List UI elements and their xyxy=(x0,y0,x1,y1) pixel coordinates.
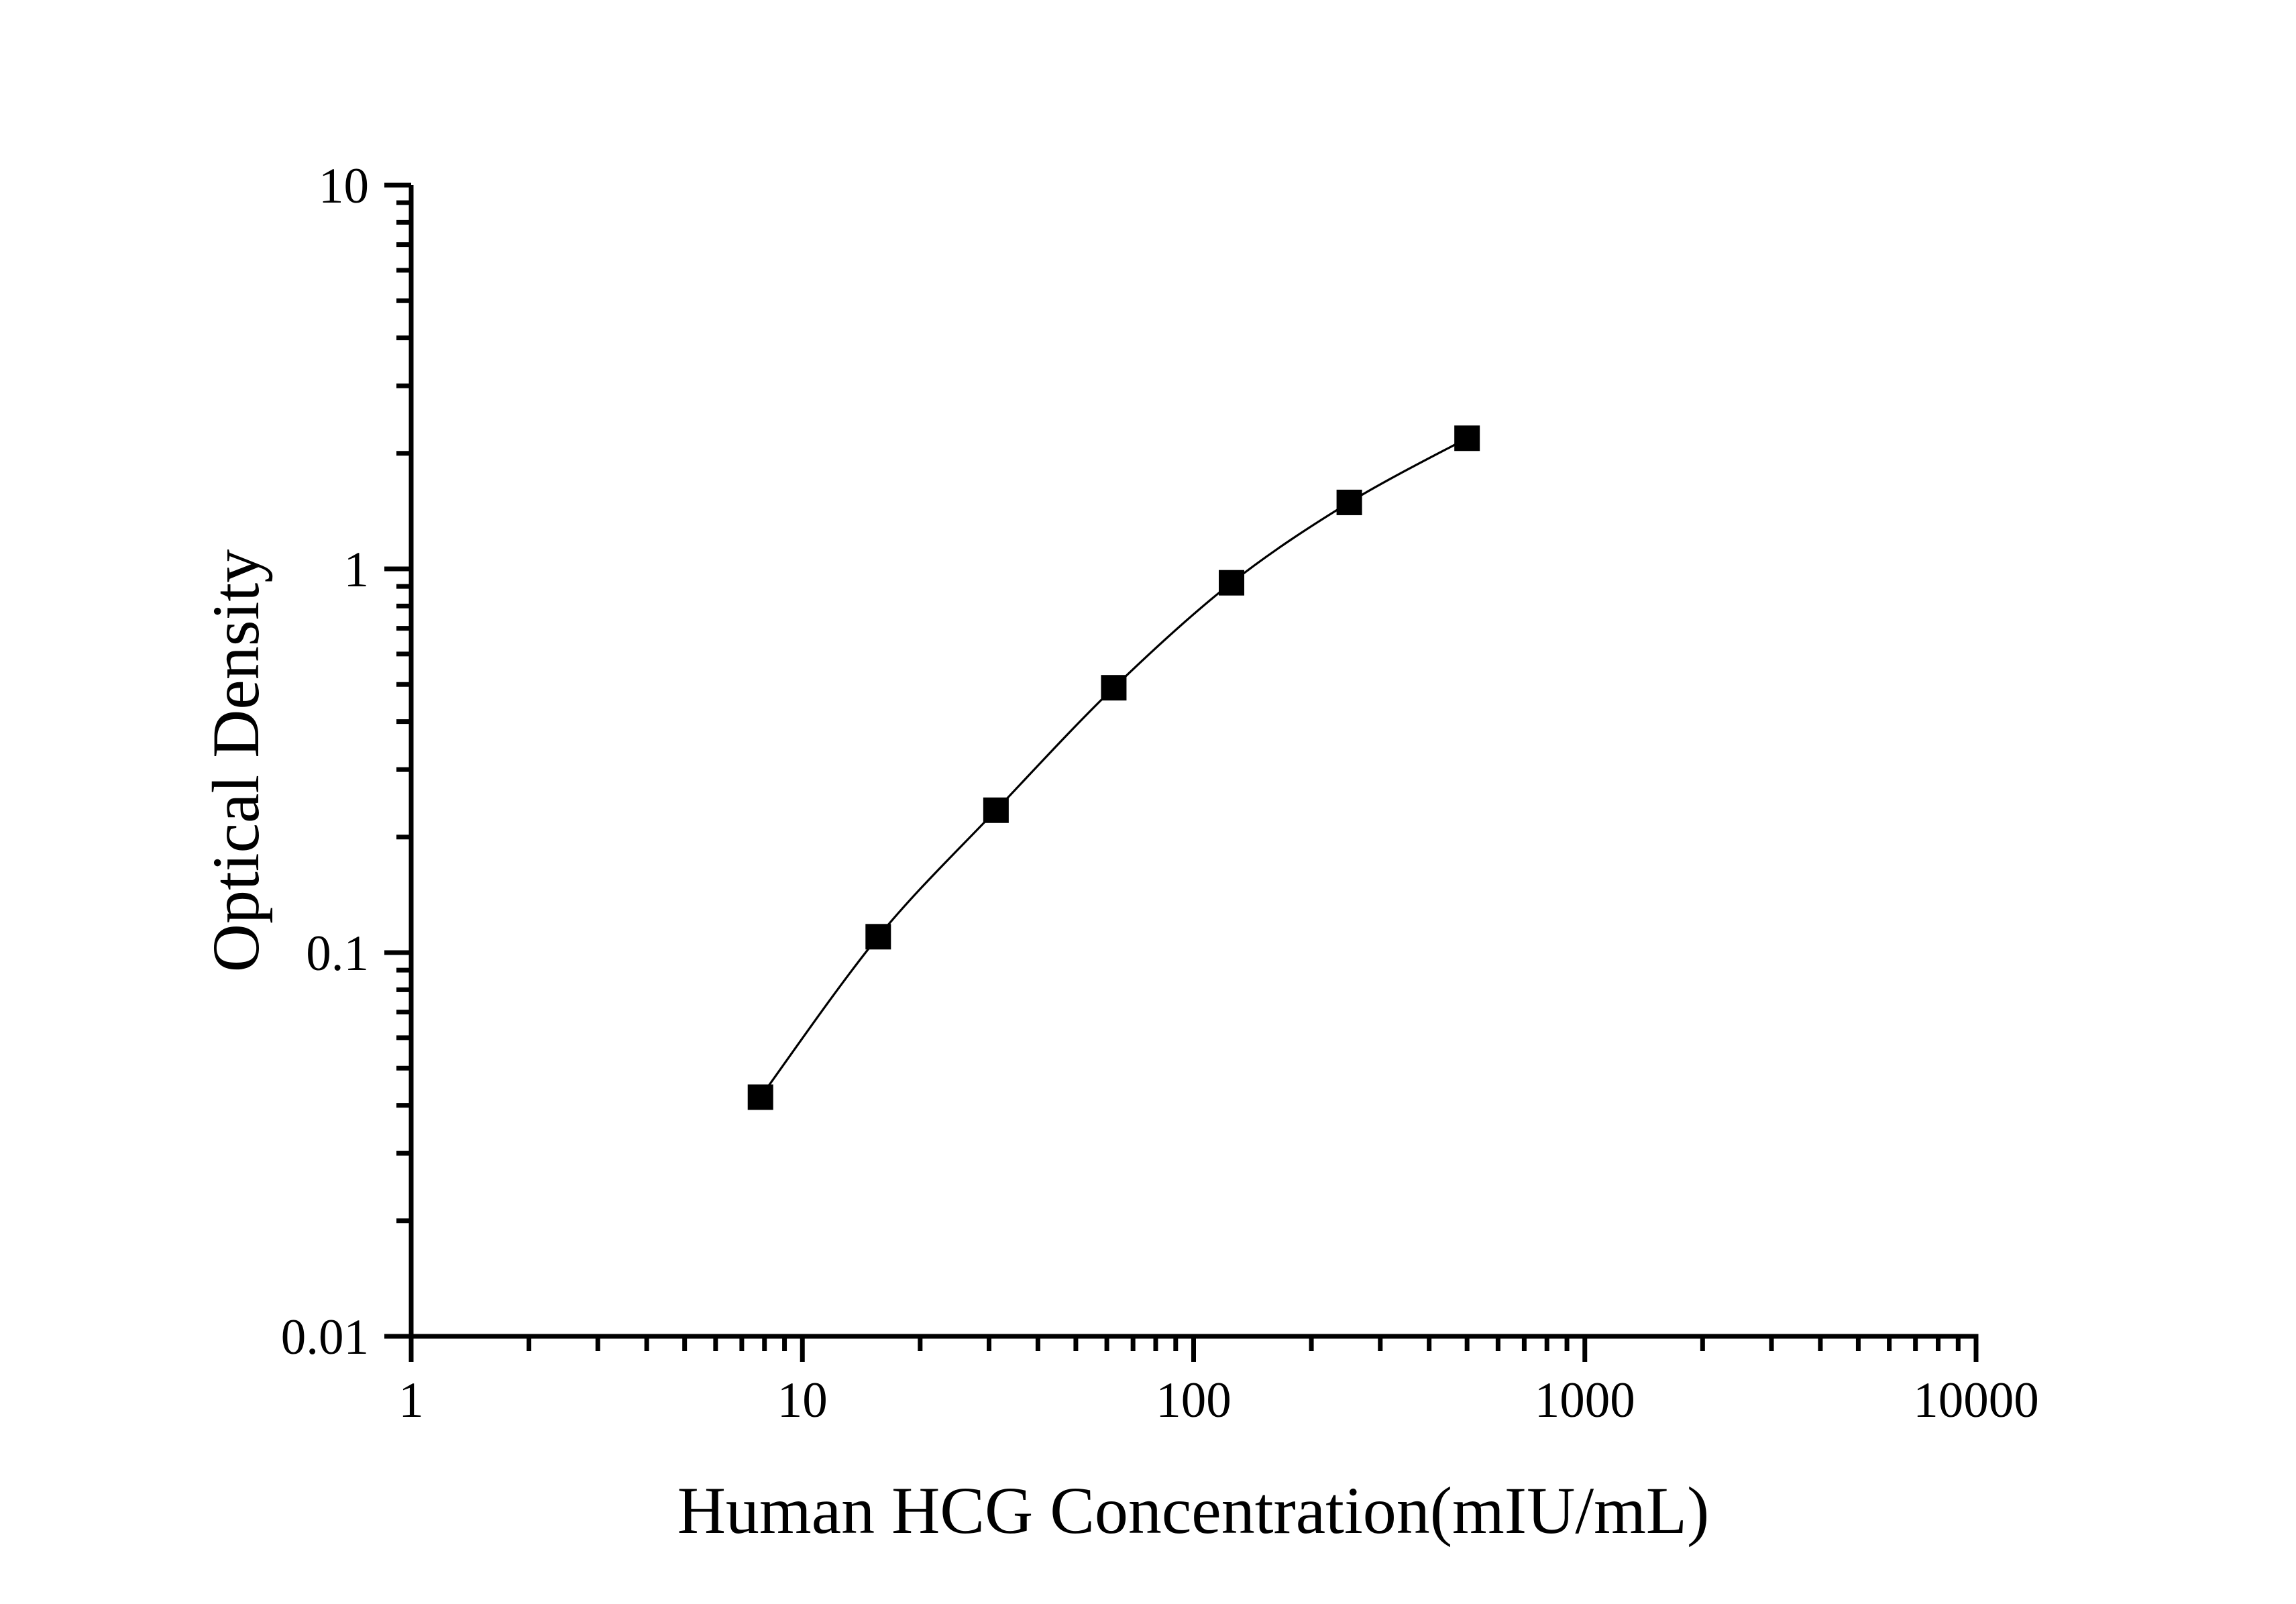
data-point-markers xyxy=(747,425,1480,1110)
y-tick-label: 10 xyxy=(319,158,369,214)
y-tick-label: 0.1 xyxy=(306,926,369,981)
data-point xyxy=(1336,489,1362,515)
data-point xyxy=(1454,425,1480,451)
x-tick-label: 100 xyxy=(1156,1373,1232,1428)
x-tick-label: 1 xyxy=(398,1373,424,1428)
y-tick-label: 0.01 xyxy=(281,1309,369,1365)
axis-tick-labels: 1 10 100 1000 10000 10 1 0.1 0.01 xyxy=(281,158,2039,1428)
y-axis-title: Optical Density xyxy=(199,549,273,972)
x-tick-label: 1000 xyxy=(1535,1373,1635,1428)
data-point xyxy=(865,924,891,950)
x-tick-label: 10 xyxy=(777,1373,828,1428)
x-axis-title: Human HCG Concentration(mIU/mL) xyxy=(677,1473,1710,1548)
standard-curve-line xyxy=(759,437,1468,1098)
x-tick-label: 10000 xyxy=(1913,1373,2039,1428)
data-point xyxy=(983,797,1009,823)
y-tick-label: 1 xyxy=(344,542,370,598)
data-point xyxy=(1101,675,1127,701)
data-point xyxy=(747,1084,773,1110)
axis-ticks xyxy=(384,182,1979,1362)
data-point xyxy=(1219,570,1245,596)
